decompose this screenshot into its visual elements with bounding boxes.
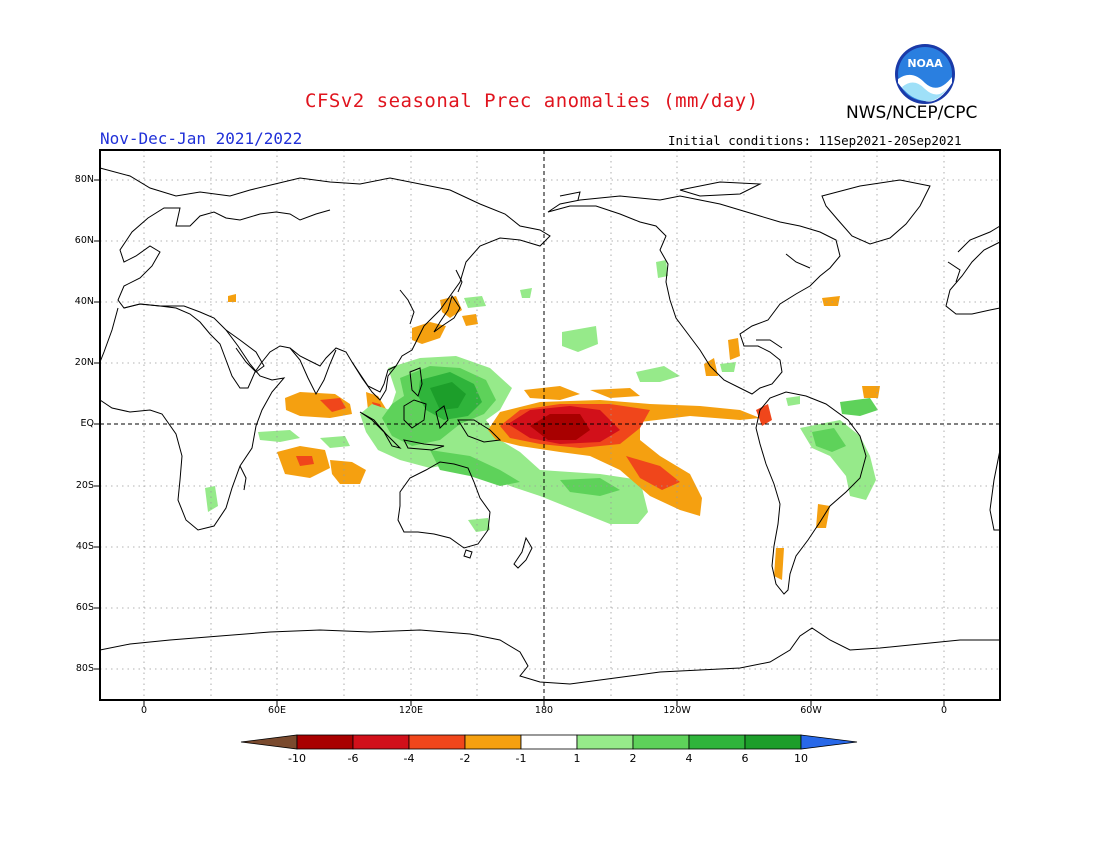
colorbar-swatch-neutral [520, 734, 578, 750]
colorbar-label: 2 [629, 752, 637, 765]
lon-label-60e: 60E [267, 705, 287, 716]
colorbar-label: -4 [403, 752, 415, 765]
colorbar-label: -1 [515, 752, 527, 765]
lon-label-120e: 120E [398, 705, 424, 716]
colorbar-swatch-6-10 [744, 734, 802, 750]
graticule [100, 150, 1000, 700]
lat-label-60n: 60N [74, 235, 94, 246]
lat-label-80n: 80N [74, 174, 94, 185]
lon-label-120w: 120W [663, 705, 691, 716]
noaa-logo: NOAA [895, 44, 955, 104]
coastline-africa [99, 303, 286, 531]
coastlines [99, 167, 1001, 685]
lon-label-60w: 60W [800, 705, 822, 716]
lon-label-0-right: 0 [940, 705, 948, 716]
initial-conditions: Initial conditions: 11Sep2021-20Sep2021 [668, 133, 962, 148]
colorbar-swatch-2-1 [464, 734, 522, 750]
lon-label-180: 180 [534, 705, 554, 716]
colorbar-label: -6 [347, 752, 359, 765]
dry-region-east-asia [412, 322, 446, 344]
colorbar-label: 4 [685, 752, 693, 765]
coastline-eurasia [99, 167, 551, 393]
colorbar-label: -10 [288, 752, 306, 765]
lat-label-eq: EQ [80, 418, 94, 429]
map-frame [99, 149, 1001, 701]
anomaly-shading [205, 260, 880, 580]
forecast-period: Nov-Dec-Jan 2021/2022 [100, 129, 303, 148]
agency-label: NWS/NCEP/CPC [846, 103, 978, 123]
colorbar-label: 10 [794, 752, 808, 765]
colorbar-label: -2 [459, 752, 471, 765]
colorbar-swatch-gt-10 [800, 734, 858, 750]
coastline-antarctica [99, 627, 1000, 685]
colorbar-swatch-1-2 [576, 734, 634, 750]
coastline-australia [397, 461, 491, 549]
colorbar-swatch-lt-10 [240, 734, 298, 750]
lat-label-20s: 20S [75, 480, 94, 491]
colorbar-swatch-6-4 [352, 734, 410, 750]
coastline-greenland [821, 179, 931, 245]
colorbar-label: 1 [573, 752, 581, 765]
colorbar-label: 6 [741, 752, 749, 765]
lat-label-40s: 40S [75, 541, 94, 552]
colorbar-swatch-10-6 [296, 734, 354, 750]
coastline-india [289, 347, 337, 396]
colorbar-swatch-4-2 [408, 734, 466, 750]
chart-title: CFSv2 seasonal Prec anomalies (mm/day) [305, 90, 759, 112]
lat-label-80s: 80S [75, 663, 94, 674]
lat-label-40n: 40N [74, 296, 94, 307]
axis-ticks [94, 179, 945, 706]
lat-label-20n: 20N [74, 357, 94, 368]
lat-label-60s: 60S [75, 602, 94, 613]
colorbar-swatch-2-4 [632, 734, 690, 750]
noaa-logo-text: NOAA [907, 57, 943, 70]
colorbar [240, 734, 858, 750]
colorbar-swatch-4-6 [688, 734, 746, 750]
coastline-south-america [755, 391, 867, 595]
coastline-north-america [547, 195, 841, 395]
lon-label-0-left: 0 [140, 705, 148, 716]
